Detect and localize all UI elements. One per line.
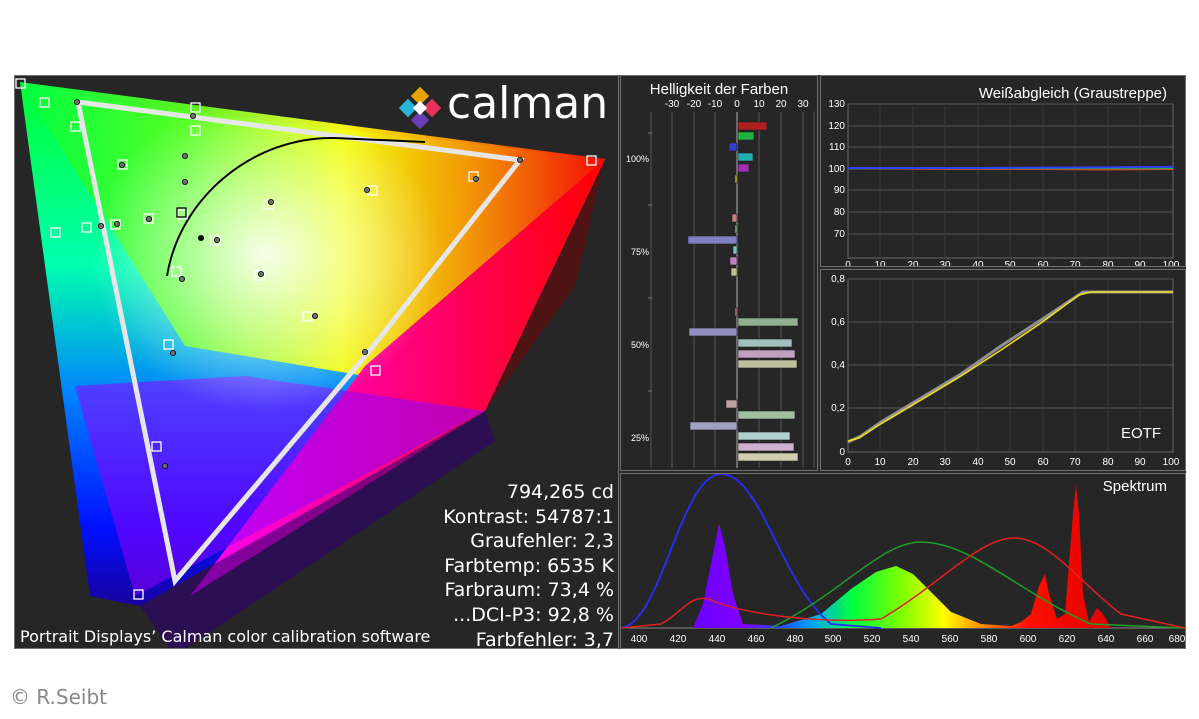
wb-y-tick: 120 <box>828 121 845 132</box>
eotf-y-tick: 0 <box>839 447 845 458</box>
eotf-target-curve <box>847 290 1173 444</box>
calman-logo-text: calman <box>447 78 609 129</box>
eotf-y-tick: 0,6 <box>831 317 845 328</box>
eotf-x-tick: 80 <box>1102 457 1114 468</box>
eotf-y-tick: 0,2 <box>831 403 845 414</box>
wb-x-tick: 90 <box>1134 260 1146 266</box>
wb-blue-line <box>848 166 1174 169</box>
spectrum-blue-curve <box>621 474 882 629</box>
wb-x-tick: 50 <box>1004 260 1016 266</box>
wb-y-tick: 90 <box>834 185 846 196</box>
wb-x-tick: 60 <box>1037 260 1049 266</box>
measurement-stats: 794,265 cd Kontrast: 54787:1 Graufehler:… <box>443 480 614 652</box>
spec-x-tick: 400 <box>631 634 648 645</box>
eotf-x-tick: 60 <box>1037 457 1049 468</box>
spec-x-tick: 640 <box>1098 634 1115 645</box>
spec-x-tick: 540 <box>903 634 920 645</box>
lum-y-label: 50% <box>631 340 649 350</box>
spectrum-panel: Spektrum 400 420 440 460 480 500 520 540… <box>620 473 1186 649</box>
spec-x-tick: 480 <box>787 634 804 645</box>
wb-y-tick: 130 <box>828 99 845 110</box>
lum-y-label: 25% <box>631 433 649 443</box>
eotf-measured-curve <box>847 291 1173 442</box>
white-balance-panel: Weißabgleich (Graustreppe) 130 120 110 1… <box>820 75 1186 267</box>
spec-x-tick: 500 <box>825 634 842 645</box>
spectrum-title: Spektrum <box>1103 478 1167 495</box>
spec-x-tick: 420 <box>670 634 687 645</box>
wb-x-tick: 40 <box>972 260 984 266</box>
calman-logo-icon <box>398 86 442 130</box>
lum-x-tick: 20 <box>775 99 787 110</box>
stat-color-error: Farbfehler: 3,7 <box>475 628 614 651</box>
spectrum-green-curve <box>770 541 1185 629</box>
eotf-x-tick: 0 <box>845 457 851 468</box>
lum-y-label: 100% <box>626 154 649 164</box>
cie-chromaticity-panel: calman 794,265 cd Kontrast: 54787:1 Grau… <box>14 75 619 652</box>
caption: Portrait Displays’ Calman color calibrat… <box>20 627 431 646</box>
wb-y-tick: 110 <box>829 142 845 153</box>
eotf-title: EOTF <box>1121 425 1161 442</box>
wb-x-tick: 80 <box>1102 260 1114 266</box>
spec-x-tick: 560 <box>942 634 959 645</box>
wb-x-tick: 30 <box>939 260 951 266</box>
eotf-y-tick: 0,8 <box>831 274 845 285</box>
lum-y-label: 75% <box>631 247 649 257</box>
eotf-x-tick: 70 <box>1069 457 1081 468</box>
stat-gray-error: Graufehler: 2,3 <box>470 530 614 553</box>
eotf-x-tick: 40 <box>972 457 984 468</box>
wb-y-tick: 100 <box>828 164 845 175</box>
luminance-title: Helligkeit der Farben <box>650 81 788 98</box>
wb-x-tick: 70 <box>1069 260 1081 266</box>
calman-screen: calman 794,265 cd Kontrast: 54787:1 Grau… <box>14 75 1186 652</box>
eotf-x-tick: 30 <box>939 457 951 468</box>
spec-x-tick: 600 <box>1020 634 1037 645</box>
wb-x-tick: 0 <box>845 260 851 266</box>
cie-diagram <box>15 78 605 648</box>
lum-x-tick: -10 <box>708 99 723 110</box>
spec-x-tick: 520 <box>864 634 881 645</box>
wb-x-tick: 100 <box>1163 260 1180 266</box>
lum-x-tick: 0 <box>734 99 740 110</box>
eotf-panel: 0,8 0,6 0,4 0,2 0 0 10 20 30 40 50 60 70… <box>820 269 1186 471</box>
wb-x-tick: 10 <box>874 260 886 266</box>
spec-x-tick: 580 <box>981 634 998 645</box>
stat-dci-p3: ...DCI-P3: 92,8 % <box>453 603 614 626</box>
eotf-y-tick: 0,4 <box>831 360 845 371</box>
copyright: © R.Seibt <box>10 685 107 709</box>
stat-color-temp: Farbtemp: 6535 K <box>444 554 614 577</box>
spectrum-red-curve <box>621 537 1185 629</box>
stat-luminance: 794,265 cd <box>506 481 614 503</box>
lum-x-tick: 30 <box>797 99 809 110</box>
spec-x-tick: 680 <box>1169 634 1185 645</box>
lum-x-tick: -30 <box>665 99 680 110</box>
lum-x-tick: 10 <box>753 99 765 110</box>
wb-y-tick: 80 <box>834 207 846 218</box>
eotf-x-tick: 50 <box>1004 457 1016 468</box>
white-balance-title: Weißabgleich (Graustreppe) <box>979 85 1167 102</box>
lum-x-tick: -20 <box>687 99 702 110</box>
spec-x-tick: 660 <box>1137 634 1154 645</box>
eotf-x-tick: 10 <box>874 457 886 468</box>
luminance-panel: Helligkeit der Farben -30 -20 -10 0 10 2… <box>620 75 818 471</box>
stat-contrast: Kontrast: 54787:1 <box>443 505 614 528</box>
eotf-x-tick: 100 <box>1163 457 1180 468</box>
eotf-x-tick: 20 <box>907 457 919 468</box>
spec-x-tick: 440 <box>709 634 726 645</box>
wb-y-tick: 70 <box>834 229 846 240</box>
spec-x-tick: 460 <box>748 634 765 645</box>
spec-x-tick: 620 <box>1059 634 1076 645</box>
eotf-x-tick: 90 <box>1134 457 1146 468</box>
wb-x-tick: 20 <box>907 260 919 266</box>
stat-gamut: Farbraum: 73,4 % <box>444 579 614 602</box>
